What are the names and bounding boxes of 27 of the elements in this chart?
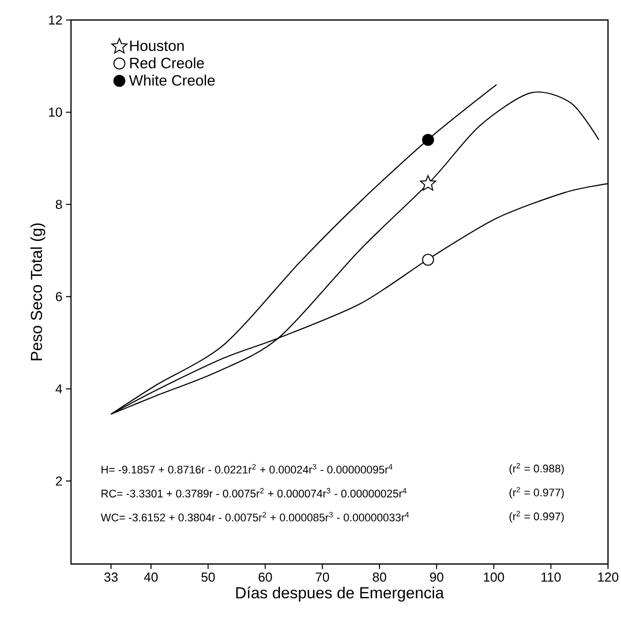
- legend-label: Houston: [130, 40, 184, 52]
- y-tick-label: 4: [56, 384, 62, 394]
- y-tick-label: 10: [49, 108, 62, 117]
- annotation: (r$^{2}$ = 0.988): [510, 463, 564, 475]
- annotation: (r$^{2}$ = 0.997): [510, 510, 564, 522]
- x-axis-title: Días despues de Emergencia: [236, 586, 444, 602]
- x-tick-label: 70: [316, 572, 330, 582]
- annotation: (r$^{2}$ = 0.977): [510, 486, 564, 499]
- annotation: WC= -3.6152 + 0.3804r - 0.0075r$^{2}$ + 0.000085r$^{3}$ - 0.00000033r$^{4}$: [100, 512, 409, 522]
- x-tick-label: 60: [258, 572, 272, 582]
- annotation: H= -9.1857 + 0.8716r - 0.0221r$^{2}$ + 0.00024r$^{3}$ - 0.00000095r$^{4}$: [102, 464, 392, 474]
- x-tick-label: 90: [430, 572, 444, 582]
- y-tick-label: 12: [49, 15, 62, 25]
- y-tick-label: 2: [56, 476, 62, 486]
- x-tick-label: 40: [144, 572, 158, 582]
- y-axis-title: Peso Seco Total (g): [30, 223, 46, 360]
- legend-label: White Creole: [129, 74, 215, 86]
- legend-label: Red Creole: [130, 57, 204, 68]
- x-tick-label: 80: [372, 572, 386, 582]
- y-tick-label: 8: [56, 200, 62, 209]
- x-tick-label: 50: [201, 572, 215, 582]
- x-tick-label: 100: [484, 572, 504, 582]
- x-tick-label: 33: [104, 572, 118, 582]
- annotation: RC= -3.3301 + 0.3789r - 0.0075r$^{2}$ + 0.000074r$^{3}$ - 0.00000025r$^{4}$: [102, 488, 406, 498]
- x-tick-label: 120: [598, 572, 618, 582]
- x-tick-label: 110: [542, 572, 561, 582]
- y-tick-label: 6: [56, 292, 62, 302]
